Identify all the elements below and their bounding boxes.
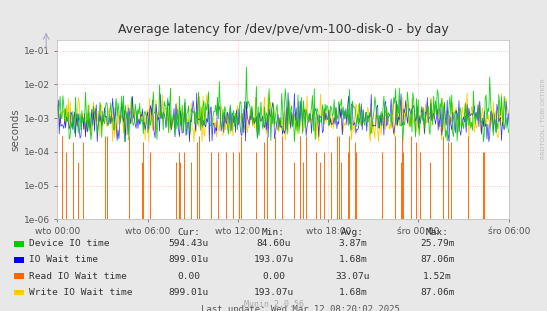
Y-axis label: seconds: seconds — [11, 109, 21, 151]
Text: 25.79m: 25.79m — [420, 239, 455, 248]
Text: IO Wait time: IO Wait time — [29, 256, 98, 264]
Text: 1.68m: 1.68m — [339, 256, 367, 264]
Text: 899.01u: 899.01u — [168, 256, 209, 264]
Text: 87.06m: 87.06m — [420, 288, 455, 297]
Text: Last update: Wed Mar 12 08:20:02 2025: Last update: Wed Mar 12 08:20:02 2025 — [201, 305, 400, 311]
Text: 1.52m: 1.52m — [423, 272, 452, 281]
Text: 3.87m: 3.87m — [339, 239, 367, 248]
Text: 1.68m: 1.68m — [339, 288, 367, 297]
Text: 0.00: 0.00 — [262, 272, 285, 281]
Text: 0.00: 0.00 — [177, 272, 200, 281]
Text: 193.07u: 193.07u — [253, 256, 294, 264]
Text: Device IO time: Device IO time — [29, 239, 109, 248]
Text: 594.43u: 594.43u — [168, 239, 209, 248]
Text: 87.06m: 87.06m — [420, 256, 455, 264]
Text: Min:: Min: — [262, 228, 285, 237]
Text: 33.07u: 33.07u — [335, 272, 370, 281]
Text: 84.60u: 84.60u — [256, 239, 291, 248]
Text: Max:: Max: — [426, 228, 449, 237]
Text: Read IO Wait time: Read IO Wait time — [29, 272, 127, 281]
Text: Munin 2.0.56: Munin 2.0.56 — [243, 300, 304, 309]
Text: Avg:: Avg: — [341, 228, 364, 237]
Text: 193.07u: 193.07u — [253, 288, 294, 297]
Text: Cur:: Cur: — [177, 228, 200, 237]
Text: Write IO Wait time: Write IO Wait time — [29, 288, 132, 297]
Text: RRDTOOL / TOBI OETIKER: RRDTOOL / TOBI OETIKER — [541, 78, 546, 159]
Title: Average latency for /dev/pve/vm-100-disk-0 - by day: Average latency for /dev/pve/vm-100-disk… — [118, 24, 449, 36]
Text: 899.01u: 899.01u — [168, 288, 209, 297]
